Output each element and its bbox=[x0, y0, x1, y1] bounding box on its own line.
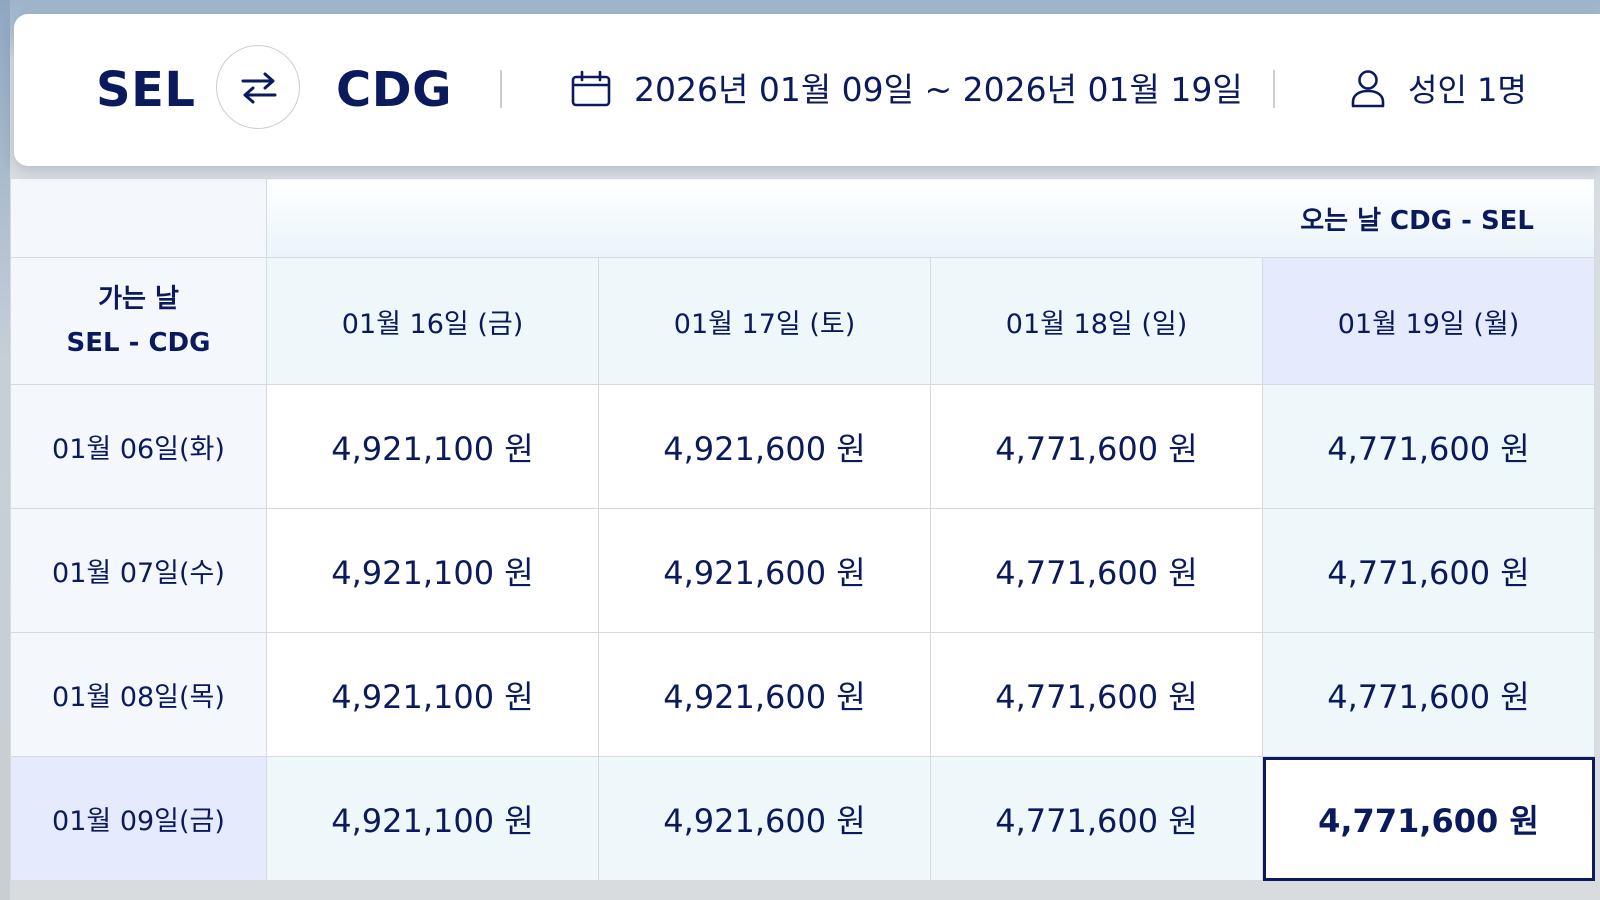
return-date-header: 01월 17일 (토) bbox=[598, 257, 931, 385]
fare-calendar-table: 오는 날 CDG - SEL 가는 날 SEL - CDG 01월 16일 (금… bbox=[10, 178, 1596, 881]
fare-cell[interactable]: 4,771,600 원 bbox=[930, 384, 1263, 509]
person-icon bbox=[1350, 68, 1386, 112]
passenger-count[interactable]: 성인 1명 bbox=[1408, 71, 1527, 109]
fare-cell[interactable]: 4,921,100 원 bbox=[266, 756, 599, 881]
fare-cell-selected[interactable]: 4,771,600 원 bbox=[1261, 756, 1596, 881]
return-date-header-selected: 01월 19일 (월) bbox=[1261, 257, 1596, 385]
fare-cell[interactable]: 4,921,600 원 bbox=[598, 756, 931, 881]
fare-cell[interactable]: 4,771,600 원 bbox=[930, 508, 1263, 633]
depart-flight-label: 가는 날 SEL - CDG bbox=[10, 257, 267, 385]
header-divider bbox=[1273, 70, 1275, 108]
return-flight-label: 오는 날 CDG - SEL bbox=[265, 178, 1596, 258]
fare-cell[interactable]: 4,921,100 원 bbox=[266, 632, 599, 757]
destination-code[interactable]: CDG bbox=[336, 62, 452, 118]
table-corner bbox=[10, 178, 267, 258]
fare-cell[interactable]: 4,771,600 원 bbox=[1261, 384, 1596, 509]
header-divider bbox=[500, 70, 502, 108]
depart-label-title: 가는 날 bbox=[98, 284, 179, 314]
return-date-header: 01월 18일 (일) bbox=[930, 257, 1263, 385]
search-summary-card: SEL CDG 2026년 01월 09일 ~ 2026년 01월 19일 성인… bbox=[14, 14, 1600, 166]
table-row: 01월 08일(목) 4,921,100 원 4,921,600 원 4,771… bbox=[10, 632, 1596, 757]
fare-cell[interactable]: 4,921,100 원 bbox=[266, 508, 599, 633]
origin-code[interactable]: SEL bbox=[96, 62, 196, 118]
table-row-selected: 01월 09일(금) 4,921,100 원 4,921,600 원 4,771… bbox=[10, 756, 1596, 881]
fare-cell[interactable]: 4,921,600 원 bbox=[598, 508, 931, 633]
fare-cell[interactable]: 4,921,100 원 bbox=[266, 384, 599, 509]
return-date-header: 01월 16일 (금) bbox=[266, 257, 599, 385]
table-row: 01월 06일(화) 4,921,100 원 4,921,600 원 4,771… bbox=[10, 384, 1596, 509]
depart-label-route: SEL - CDG bbox=[66, 328, 211, 358]
depart-date: 01월 08일(목) bbox=[10, 632, 267, 757]
calendar-icon bbox=[570, 70, 612, 112]
fare-cell[interactable]: 4,921,600 원 bbox=[598, 632, 931, 757]
fare-cell[interactable]: 4,771,600 원 bbox=[1261, 508, 1596, 633]
depart-date-selected: 01월 09일(금) bbox=[10, 756, 267, 881]
background bbox=[0, 0, 10, 900]
fare-cell[interactable]: 4,921,600 원 bbox=[598, 384, 931, 509]
fare-cell[interactable]: 4,771,600 원 bbox=[930, 632, 1263, 757]
swap-route-button[interactable] bbox=[216, 45, 300, 129]
fare-cell[interactable]: 4,771,600 원 bbox=[1261, 632, 1596, 757]
fare-cell[interactable]: 4,771,600 원 bbox=[930, 756, 1263, 881]
table-row: 01월 07일(수) 4,921,100 원 4,921,600 원 4,771… bbox=[10, 508, 1596, 633]
travel-dates[interactable]: 2026년 01월 09일 ~ 2026년 01월 19일 bbox=[634, 70, 1243, 109]
depart-date: 01월 07일(수) bbox=[10, 508, 267, 633]
depart-date: 01월 06일(화) bbox=[10, 384, 267, 509]
